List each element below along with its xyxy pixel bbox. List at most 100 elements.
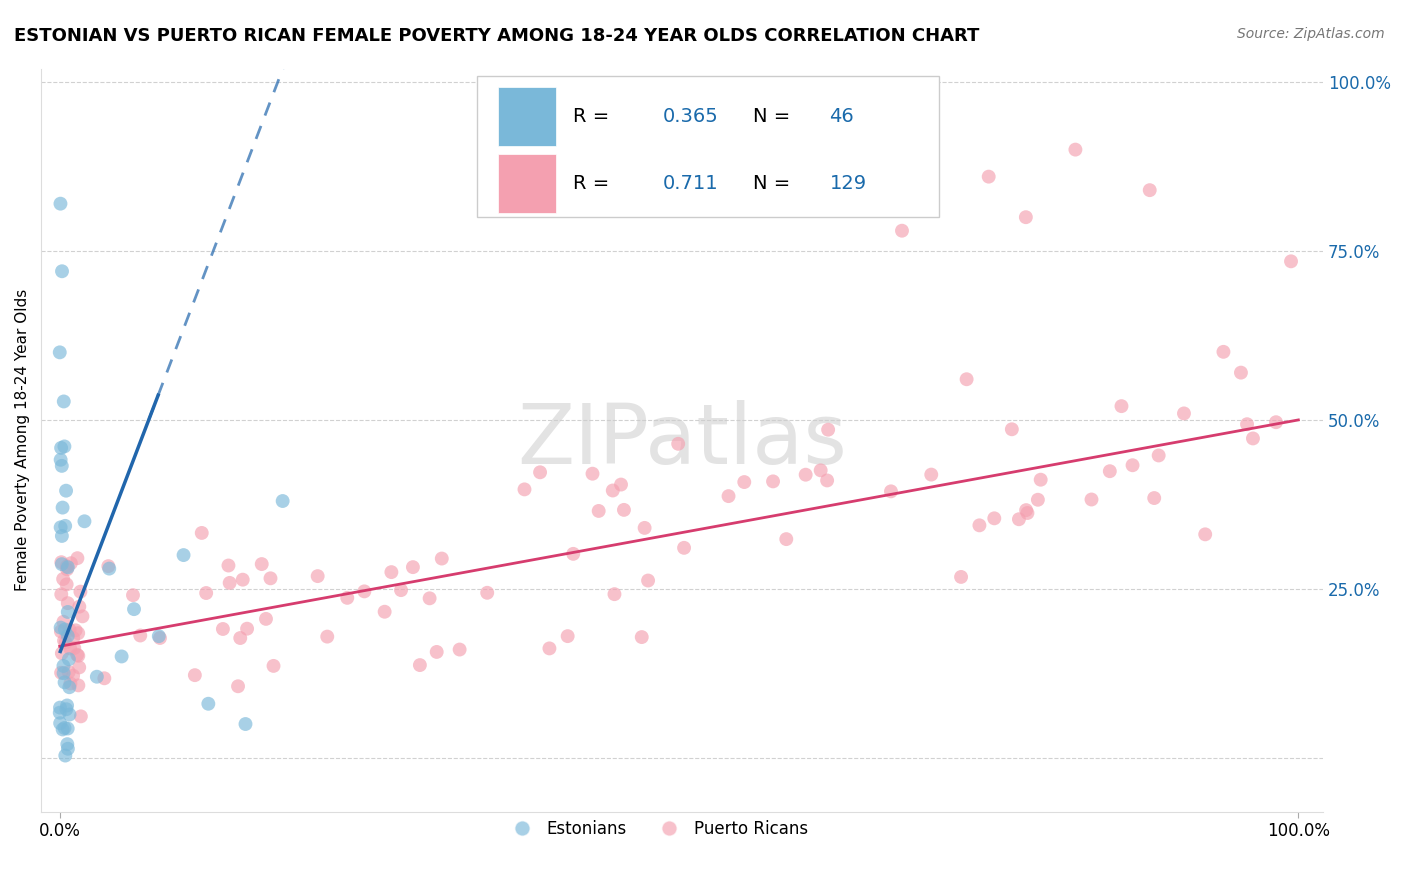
Point (1236, 417, 1258, 432)
Point (775, 532, 797, 546)
Point (950, 570, 973, 584)
Point (1080, 492, 1102, 507)
Point (49, 520, 72, 534)
Point (173, 548, 195, 562)
Point (58, 707, 80, 722)
Text: Source: ZipAtlas.com: Source: ZipAtlas.com (1237, 27, 1385, 41)
Point (51, 458, 73, 473)
Point (1143, 491, 1166, 505)
Point (1008, 512, 1031, 526)
Point (263, 659, 285, 673)
Point (513, 483, 536, 497)
Point (66, 648, 89, 662)
Point (52, 666, 75, 681)
Text: 0.365: 0.365 (662, 107, 718, 127)
Text: 46: 46 (830, 107, 855, 127)
Point (250, 557, 273, 571)
Point (66, 551, 89, 566)
Point (56, 562, 79, 576)
Point (1017, 506, 1039, 520)
Point (72, 609, 94, 624)
Point (67, 648, 90, 663)
Point (129, 628, 152, 642)
Point (955, 372, 977, 386)
Point (380, 565, 402, 579)
Point (1139, 183, 1161, 197)
Point (409, 658, 432, 673)
Point (53, 439, 76, 453)
Point (762, 475, 785, 489)
Point (53, 633, 76, 648)
Point (880, 484, 903, 499)
Point (197, 697, 219, 711)
Point (58, 680, 80, 694)
Point (148, 629, 170, 643)
Point (184, 668, 207, 682)
Point (402, 560, 425, 574)
Point (217, 558, 239, 573)
Point (229, 631, 252, 645)
Point (52, 394, 75, 409)
Point (56, 605, 79, 619)
Point (56, 596, 79, 610)
Text: R =: R = (574, 107, 609, 127)
Point (1212, 344, 1234, 359)
Point (226, 679, 249, 693)
Point (212, 622, 235, 636)
Point (59, 556, 82, 570)
Point (259, 571, 281, 585)
Legend: Estonians, Puerto Ricans: Estonians, Puerto Ricans (499, 814, 814, 845)
Point (67, 678, 90, 692)
Point (93, 671, 115, 685)
Point (63, 640, 86, 655)
Point (717, 489, 740, 503)
Point (353, 584, 375, 599)
Point (51, 529, 73, 543)
Y-axis label: Female Poverty Among 18-24 Year Olds: Female Poverty Among 18-24 Year Olds (15, 289, 30, 591)
Point (1026, 492, 1049, 507)
Point (149, 631, 172, 645)
Point (59, 641, 82, 656)
Point (920, 467, 942, 482)
Point (56, 629, 79, 643)
Point (55, 577, 77, 591)
Point (1265, 415, 1288, 429)
Point (232, 573, 254, 587)
Point (1111, 399, 1133, 413)
Point (56, 722, 79, 736)
Point (610, 477, 633, 491)
Point (374, 605, 396, 619)
Point (602, 483, 624, 498)
Point (56, 741, 79, 756)
Point (977, 169, 1000, 184)
FancyBboxPatch shape (477, 76, 939, 217)
Point (56, 698, 79, 713)
Point (56, 559, 79, 574)
Point (316, 630, 339, 644)
Point (254, 612, 277, 626)
Point (733, 475, 755, 489)
Point (62, 631, 84, 645)
Point (1147, 449, 1170, 463)
Point (53, 721, 76, 735)
Point (1064, 143, 1087, 157)
Point (49, 716, 72, 731)
Point (815, 474, 838, 488)
Point (58, 652, 80, 666)
Point (86, 670, 108, 684)
FancyBboxPatch shape (498, 87, 557, 146)
Point (449, 642, 471, 657)
Point (389, 583, 412, 598)
Text: ESTONIAN VS PUERTO RICAN FEMALE POVERTY AMONG 18-24 YEAR OLDS CORRELATION CHART: ESTONIAN VS PUERTO RICAN FEMALE POVERTY … (14, 27, 980, 45)
Point (62, 669, 84, 683)
Point (557, 629, 579, 643)
Point (59, 676, 82, 690)
Point (52, 500, 75, 515)
Point (51, 587, 73, 601)
Point (430, 551, 453, 566)
Point (49, 345, 72, 359)
Point (637, 574, 659, 588)
Point (51, 646, 73, 660)
Point (122, 588, 145, 602)
Point (1122, 458, 1144, 473)
